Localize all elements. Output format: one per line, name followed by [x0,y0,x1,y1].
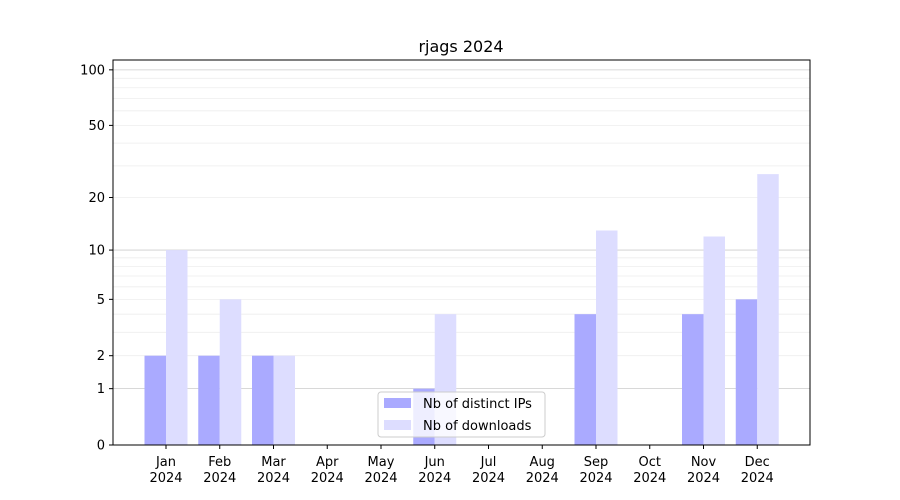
x-tick-label-year: 2024 [633,471,666,486]
bar-downloads-feb [219,299,242,445]
plot-area-frame [112,59,811,446]
x-tick-label-year: 2024 [149,471,182,486]
x-tick-label-year: 2024 [418,471,451,486]
x-tick-label-month: Dec [745,455,770,470]
y-tick-label: 0 [97,439,105,454]
x-tick-label-year: 2024 [687,471,720,486]
bar-downloads-mar [273,355,295,445]
x-tick-label-year: 2024 [579,471,612,486]
x-tick-label-year: 2024 [257,471,290,486]
y-tick-label: 1 [97,382,105,397]
y-tick-label: 20 [88,191,105,206]
x-tick-label-month: Mar [261,455,286,470]
legend-label-downloads: Nb of downloads [423,419,532,434]
bar-ips-nov [682,314,704,445]
x-tick-label-year: 2024 [203,471,236,486]
x-tick-label-year: 2024 [311,471,344,486]
bar-ips-dec [735,299,758,445]
x-tick-label-month: Apr [316,455,339,470]
bar-ips-jan [144,355,166,445]
y-tick-label: 10 [88,244,105,259]
bar-ips-feb [198,355,220,445]
legend-label-ips: Nb of distinct IPs [423,397,532,412]
x-tick-label-year: 2024 [472,471,505,486]
y-tick-label: 5 [97,293,105,308]
legend-swatch-ips [384,398,411,408]
legend: Nb of distinct IPs Nb of downloads [377,391,546,438]
x-tick-label-year: 2024 [364,471,397,486]
x-tick-label-month: Aug [530,455,555,470]
bar-ips-sep [574,314,596,445]
bar-downloads-sep [596,230,618,445]
x-tick-label-month: Feb [208,455,231,470]
x-tick-label-month: Jun [424,455,445,470]
y-tick-label: 2 [97,349,105,364]
y-tick-label: 50 [88,119,105,134]
bar-ips-mar [252,355,274,445]
x-tick-label-year: 2024 [741,471,774,486]
bar-downloads-nov [703,236,725,445]
x-tick-label-month: Oct [639,455,661,470]
x-tick-label-month: Jan [155,455,176,470]
x-tick-label-month: Jul [480,455,497,470]
chart-title: rjags 2024 [418,37,503,56]
legend-swatch-downloads [384,420,411,430]
bar-downloads-dec [757,174,779,445]
y-tick-label: 100 [80,63,105,78]
x-tick-label-month: May [368,455,395,470]
x-tick-label-year: 2024 [526,471,559,486]
x-tick-label-month: Sep [584,455,609,470]
bar-downloads-jan [166,250,188,445]
x-tick-label-month: Nov [691,455,717,470]
